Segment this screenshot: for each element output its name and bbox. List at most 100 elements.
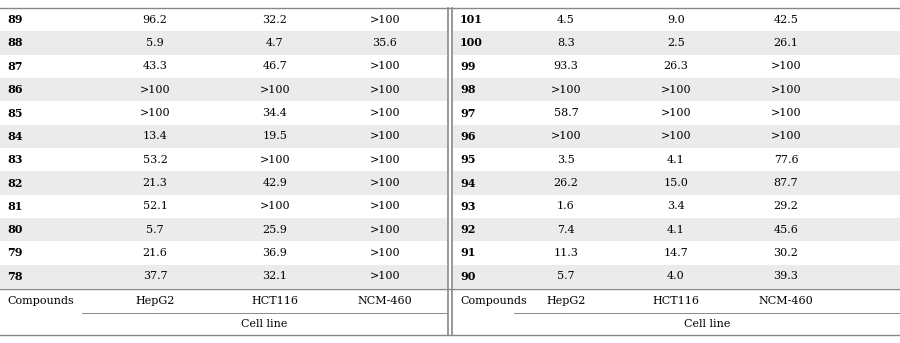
- Bar: [453, 101, 900, 125]
- Text: >100: >100: [140, 85, 170, 95]
- Text: >100: >100: [770, 85, 801, 95]
- Text: 101: 101: [460, 14, 483, 25]
- Text: 8.3: 8.3: [557, 38, 575, 48]
- Text: HCT116: HCT116: [652, 296, 699, 307]
- Text: 58.7: 58.7: [554, 108, 579, 118]
- Text: 4.0: 4.0: [667, 271, 685, 281]
- Bar: [453, 241, 900, 265]
- Bar: [453, 148, 900, 172]
- Text: 42.5: 42.5: [774, 15, 798, 25]
- Bar: [0, 265, 447, 288]
- Text: 19.5: 19.5: [263, 131, 287, 141]
- Text: >100: >100: [370, 108, 400, 118]
- Text: 7.4: 7.4: [557, 225, 575, 235]
- Text: >100: >100: [370, 248, 400, 258]
- Bar: [453, 31, 900, 55]
- Text: 100: 100: [460, 37, 483, 48]
- Text: >100: >100: [370, 225, 400, 235]
- Text: 36.9: 36.9: [263, 248, 287, 258]
- Text: 4.7: 4.7: [266, 38, 284, 48]
- Bar: [453, 265, 900, 288]
- Text: >100: >100: [370, 155, 400, 165]
- Text: Compounds: Compounds: [7, 296, 74, 307]
- Text: 11.3: 11.3: [554, 248, 579, 258]
- Text: 43.3: 43.3: [142, 61, 167, 71]
- Text: 97: 97: [460, 107, 475, 118]
- Bar: [453, 195, 900, 218]
- Text: >100: >100: [370, 131, 400, 141]
- Text: 90: 90: [460, 271, 475, 282]
- Text: 39.3: 39.3: [774, 271, 798, 281]
- Bar: [453, 8, 900, 31]
- Text: 79: 79: [7, 248, 22, 259]
- Text: 3.4: 3.4: [667, 201, 685, 211]
- Text: >100: >100: [140, 108, 170, 118]
- Bar: [453, 218, 900, 241]
- Text: >100: >100: [770, 108, 801, 118]
- Text: >100: >100: [661, 108, 691, 118]
- Text: 4.5: 4.5: [557, 15, 575, 25]
- Text: >100: >100: [661, 131, 691, 141]
- Text: 81: 81: [7, 201, 22, 212]
- Bar: [0, 148, 447, 172]
- Text: >100: >100: [551, 85, 581, 95]
- Bar: [453, 78, 900, 101]
- Text: 32.2: 32.2: [263, 15, 287, 25]
- Text: 5.7: 5.7: [557, 271, 575, 281]
- Bar: [0, 195, 447, 218]
- Text: 26.2: 26.2: [554, 178, 579, 188]
- Text: 5.7: 5.7: [146, 225, 164, 235]
- Text: >100: >100: [370, 15, 400, 25]
- Text: HepG2: HepG2: [546, 296, 586, 307]
- Text: >100: >100: [370, 178, 400, 188]
- Text: >100: >100: [661, 85, 691, 95]
- Text: 32.1: 32.1: [263, 271, 287, 281]
- Bar: [0, 55, 447, 78]
- Text: 96.2: 96.2: [142, 15, 167, 25]
- Text: 88: 88: [7, 37, 22, 48]
- Text: 77.6: 77.6: [774, 155, 798, 165]
- Text: 34.4: 34.4: [263, 108, 287, 118]
- Text: 96: 96: [460, 131, 475, 142]
- Text: 53.2: 53.2: [142, 155, 167, 165]
- Text: >100: >100: [370, 85, 400, 95]
- Text: 26.3: 26.3: [663, 61, 688, 71]
- Text: 89: 89: [7, 14, 22, 25]
- Text: 84: 84: [7, 131, 22, 142]
- Bar: [453, 125, 900, 148]
- Text: 13.4: 13.4: [142, 131, 167, 141]
- Bar: [453, 55, 900, 78]
- Text: Cell line: Cell line: [684, 319, 730, 329]
- Text: 3.5: 3.5: [557, 155, 575, 165]
- Text: 25.9: 25.9: [263, 225, 287, 235]
- Text: 4.1: 4.1: [667, 155, 685, 165]
- Text: >100: >100: [370, 271, 400, 281]
- Text: 93.3: 93.3: [554, 61, 579, 71]
- Bar: [0, 31, 447, 55]
- Text: NCM-460: NCM-460: [759, 296, 814, 307]
- Text: 9.0: 9.0: [667, 15, 685, 25]
- Text: Cell line: Cell line: [241, 319, 288, 329]
- Text: NCM-460: NCM-460: [357, 296, 412, 307]
- Text: 37.7: 37.7: [143, 271, 167, 281]
- Text: HCT116: HCT116: [251, 296, 299, 307]
- Text: 83: 83: [7, 154, 22, 165]
- Text: 5.9: 5.9: [146, 38, 164, 48]
- Text: 95: 95: [460, 154, 475, 165]
- Bar: [0, 172, 447, 195]
- Text: 98: 98: [460, 84, 475, 95]
- Text: 35.6: 35.6: [373, 38, 398, 48]
- Text: 80: 80: [7, 224, 22, 235]
- Text: 87: 87: [7, 61, 22, 72]
- Text: >100: >100: [260, 85, 291, 95]
- Text: 82: 82: [7, 177, 22, 189]
- Text: >100: >100: [370, 61, 400, 71]
- Text: 21.3: 21.3: [142, 178, 167, 188]
- Text: 42.9: 42.9: [263, 178, 287, 188]
- Bar: [0, 241, 447, 265]
- Text: >100: >100: [260, 155, 291, 165]
- Bar: [0, 8, 447, 31]
- Text: 1.6: 1.6: [557, 201, 575, 211]
- Text: 21.6: 21.6: [142, 248, 167, 258]
- Text: >100: >100: [370, 201, 400, 211]
